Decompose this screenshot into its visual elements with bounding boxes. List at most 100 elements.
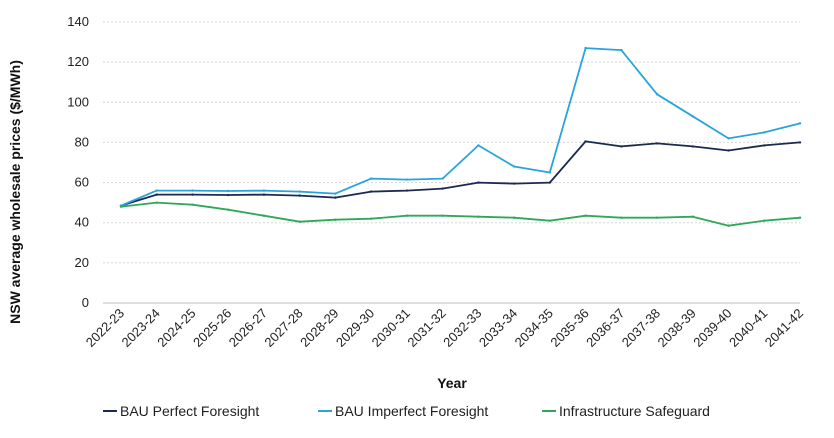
data-point (477, 181, 480, 184)
x-tick-label: 2031-32 (404, 306, 448, 350)
data-point (227, 208, 230, 211)
data-point (512, 216, 516, 219)
data-point (763, 144, 766, 147)
data-point (155, 201, 158, 204)
data-point (155, 189, 158, 192)
x-tick-label: 2032-33 (440, 306, 484, 350)
data-point (512, 182, 516, 185)
data-point (262, 193, 266, 196)
data-point (369, 177, 373, 180)
series-line-3 (120, 201, 801, 227)
data-point (584, 214, 587, 217)
data-point (191, 193, 194, 196)
data-point (798, 216, 802, 219)
x-tick-label: 2041-42 (762, 306, 806, 350)
data-point (227, 193, 230, 197)
data-point (727, 224, 730, 227)
data-point (334, 218, 337, 221)
x-tick-label: 2030-31 (369, 306, 413, 350)
x-tick-label: 2023-24 (119, 306, 163, 350)
x-tick-label: 2026-27 (226, 306, 270, 350)
legend-label: BAU Perfect Foresight (120, 403, 259, 419)
data-point (298, 194, 301, 197)
y-tick-label: 40 (75, 215, 89, 230)
data-point (655, 93, 659, 96)
y-tick-label: 140 (67, 14, 89, 29)
series-line-2 (120, 47, 801, 207)
data-point (477, 144, 480, 147)
data-point (512, 165, 516, 168)
data-point (441, 214, 444, 217)
x-axis-title: Year (437, 375, 467, 391)
data-point (262, 189, 266, 192)
legend-item: BAU Perfect Foresight (103, 403, 259, 419)
x-tick-label: 2027-28 (261, 306, 305, 350)
y-tick-label: 0 (82, 295, 89, 310)
x-tick-label: 2022-23 (83, 306, 127, 350)
data-point (548, 181, 552, 184)
data-point (369, 217, 373, 220)
data-point (620, 48, 623, 52)
x-axis-ticks: 2022-232023-242024-252025-262026-272027-… (83, 306, 806, 350)
series-lines (119, 46, 802, 227)
x-tick-label: 2034-35 (512, 306, 556, 350)
data-point (691, 145, 694, 148)
data-point (405, 214, 409, 217)
data-point (691, 215, 694, 218)
x-tick-label: 2036-37 (583, 306, 627, 350)
data-point (655, 142, 659, 145)
legend-label: BAU Imperfect Foresight (335, 403, 488, 419)
data-point (763, 131, 766, 134)
data-point (191, 203, 194, 206)
data-point (798, 122, 802, 125)
legend-label: Infrastructure Safeguard (559, 403, 710, 419)
data-point (369, 190, 373, 193)
x-tick-label: 2040-41 (726, 306, 770, 350)
data-point (798, 141, 802, 144)
x-tick-label: 2035-36 (547, 306, 591, 350)
y-axis-title: NSW average wholesale prices ($/MWh) (7, 60, 23, 324)
x-tick-label: 2037-38 (619, 306, 663, 350)
x-tick-label: 2025-26 (190, 306, 234, 350)
data-point (405, 189, 409, 192)
data-point (548, 171, 552, 174)
data-point (477, 215, 480, 218)
y-axis-ticks: 0 20 40 60 80 100 120 140 (67, 14, 89, 310)
x-tick-label: 2038-39 (655, 306, 699, 350)
data-point (155, 193, 158, 196)
y-tick-label: 80 (75, 134, 89, 149)
data-point (655, 216, 659, 219)
series-line-1 (120, 140, 801, 207)
data-point (620, 216, 623, 219)
data-point (548, 219, 552, 222)
data-point (262, 214, 266, 217)
legend-item: BAU Imperfect Foresight (318, 403, 488, 419)
data-point (119, 205, 123, 208)
y-tick-label: 100 (67, 94, 89, 109)
x-tick-label: 2033-34 (476, 306, 520, 350)
data-point (441, 187, 444, 190)
x-tick-label: 2024-25 (154, 306, 198, 350)
x-tick-label: 2028-29 (297, 306, 341, 350)
data-point (727, 149, 730, 152)
x-tick-label: 2039-40 (690, 306, 734, 350)
x-tick-label: 2029-30 (333, 306, 377, 350)
data-point (334, 196, 337, 199)
y-tick-label: 120 (67, 54, 89, 69)
y-tick-label: 60 (75, 175, 89, 190)
data-point (298, 220, 301, 223)
data-point (584, 140, 587, 143)
legend-item: Infrastructure Safeguard (542, 403, 710, 419)
y-tick-label: 20 (75, 255, 89, 270)
data-point (727, 137, 730, 140)
data-point (298, 190, 301, 193)
gridlines (103, 21, 800, 304)
data-point (191, 189, 194, 192)
data-point (405, 178, 409, 181)
data-point (763, 219, 766, 222)
legend: BAU Perfect Foresight BAU Imperfect Fores… (103, 403, 710, 419)
data-point (441, 177, 444, 180)
data-point (584, 46, 587, 50)
